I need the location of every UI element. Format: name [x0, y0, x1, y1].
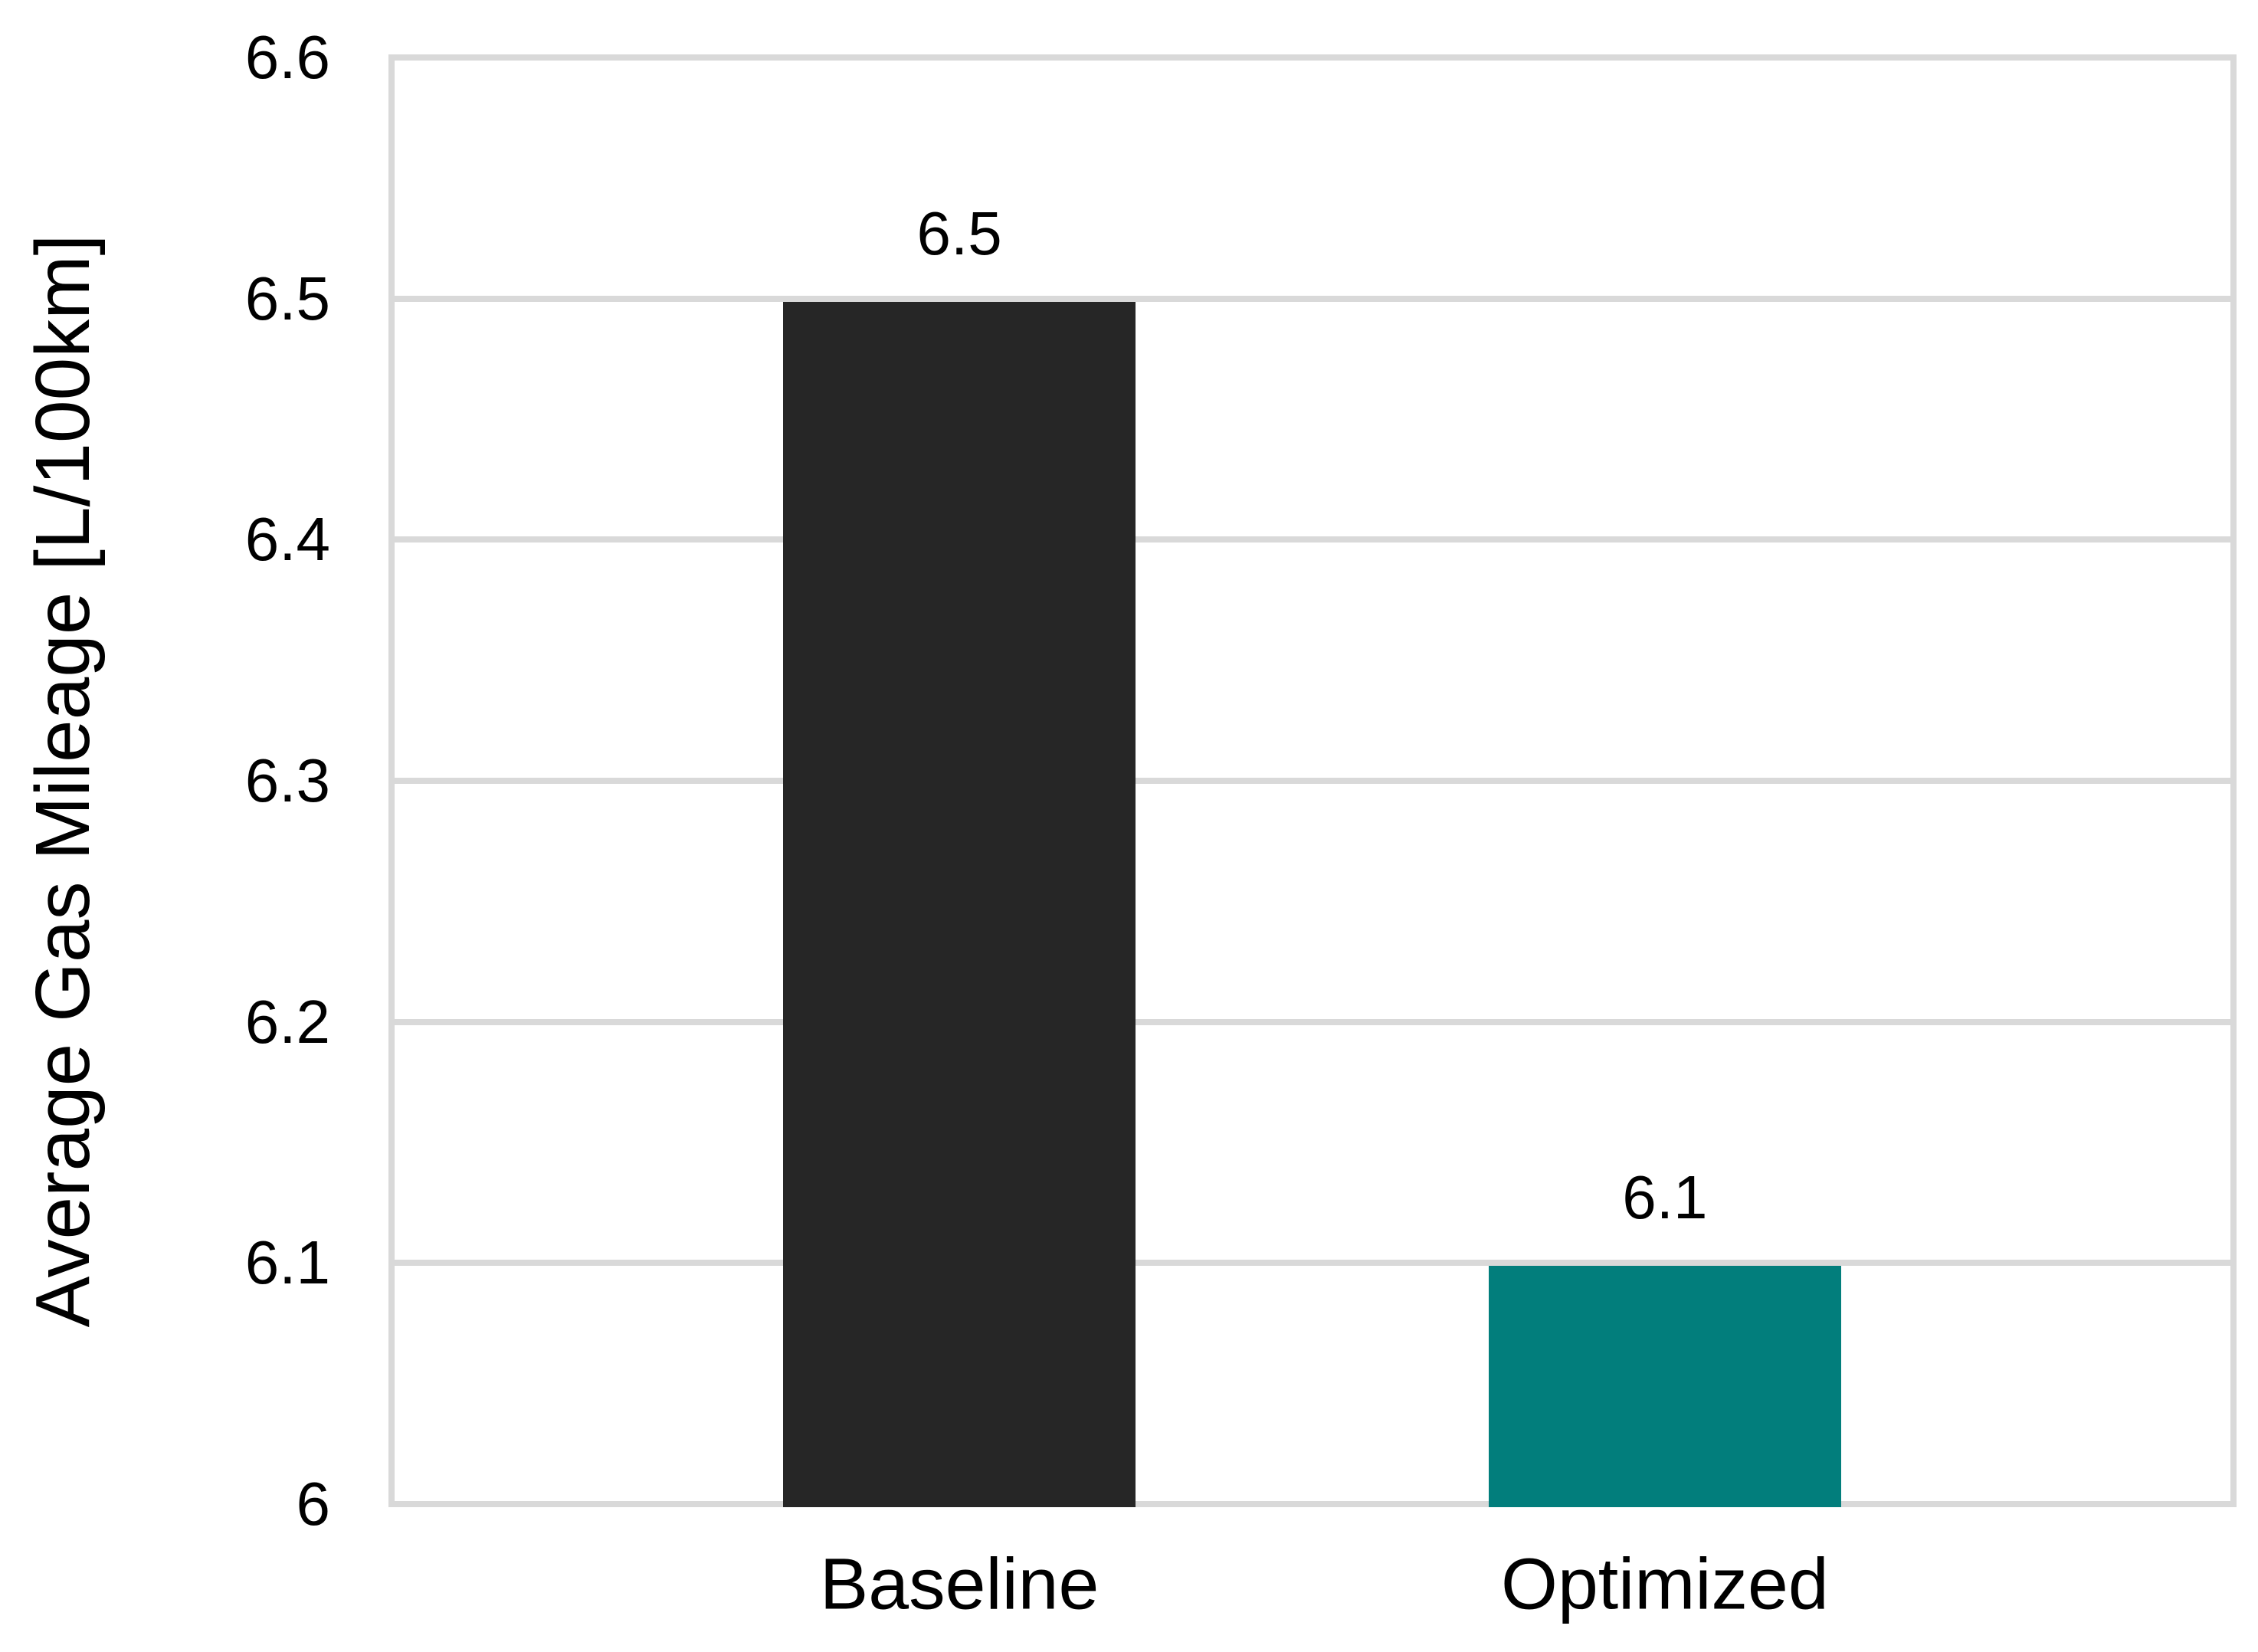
- y-axis-tick-label: 6.2: [244, 987, 330, 1056]
- y-axis-tick-label: 6.3: [244, 746, 330, 815]
- gridline: [388, 536, 2237, 543]
- bar-optimized: [1488, 1266, 1841, 1507]
- plot-area: 6.5 6.1: [388, 54, 2237, 1507]
- y-axis-tick-label: 6.4: [244, 505, 330, 574]
- gridline: [388, 1260, 2237, 1267]
- gridline: [388, 54, 2237, 61]
- gridline: [388, 1018, 2237, 1025]
- data-label-optimized: 6.1: [1622, 1163, 1708, 1232]
- y-axis-tick-label: 6.6: [244, 23, 330, 91]
- y-axis-tick-label: 6.5: [244, 264, 330, 333]
- x-axis-line: [388, 1501, 2237, 1507]
- gridline: [388, 295, 2237, 302]
- y-axis-tick-label: 6: [296, 1470, 331, 1538]
- x-axis-category-label-baseline: Baseline: [819, 1543, 1100, 1625]
- x-axis-category-label-optimized: Optimized: [1501, 1543, 1829, 1625]
- bar-baseline: [783, 301, 1136, 1507]
- gridline: [388, 778, 2237, 784]
- data-label-baseline: 6.5: [916, 198, 1002, 267]
- y-axis-tick-label: 6.1: [244, 1228, 330, 1297]
